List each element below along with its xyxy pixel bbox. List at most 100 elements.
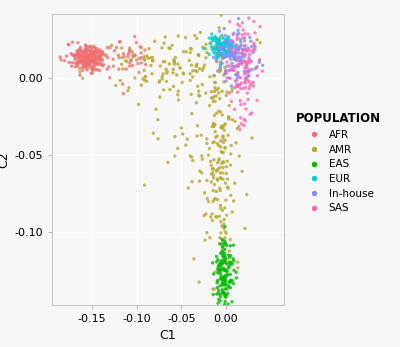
Point: [206, 146, 212, 151]
Point: [76, 52, 82, 58]
Point: [225, 50, 231, 56]
Point: [171, 61, 177, 67]
Point: [222, 44, 229, 49]
Point: [210, 99, 216, 104]
Point: [142, 57, 148, 63]
Point: [104, 66, 110, 72]
Point: [220, 265, 227, 271]
Point: [104, 45, 110, 50]
Point: [218, 241, 224, 247]
Point: [220, 274, 227, 280]
Point: [141, 68, 148, 73]
Point: [100, 63, 106, 68]
Point: [75, 40, 81, 45]
Point: [86, 60, 93, 65]
Point: [230, 53, 236, 59]
Point: [213, 93, 220, 99]
Point: [196, 88, 202, 94]
Point: [237, 59, 243, 65]
Point: [220, 241, 226, 247]
Point: [220, 55, 226, 61]
Point: [226, 103, 232, 108]
Point: [213, 214, 220, 220]
Point: [155, 136, 161, 142]
Point: [220, 46, 227, 52]
Point: [77, 44, 84, 50]
Point: [90, 57, 96, 62]
Point: [76, 60, 82, 66]
Point: [220, 280, 226, 286]
Point: [256, 57, 263, 62]
Point: [224, 212, 230, 218]
Point: [211, 113, 218, 118]
Point: [88, 53, 95, 58]
Point: [250, 19, 257, 24]
Point: [217, 49, 223, 54]
Point: [216, 38, 223, 44]
Point: [187, 50, 194, 55]
Point: [217, 188, 224, 193]
Point: [218, 68, 224, 73]
Point: [224, 261, 230, 267]
Point: [77, 54, 83, 60]
Point: [219, 277, 225, 282]
Point: [242, 38, 248, 44]
Point: [141, 183, 148, 188]
Point: [97, 57, 103, 63]
Point: [91, 51, 97, 56]
Point: [237, 44, 243, 49]
Point: [228, 260, 234, 265]
Point: [84, 62, 90, 67]
Point: [241, 54, 248, 59]
Point: [233, 46, 239, 51]
Point: [129, 50, 136, 55]
Point: [223, 278, 229, 283]
Point: [216, 37, 222, 43]
Point: [106, 64, 112, 70]
Point: [211, 94, 217, 100]
Point: [217, 235, 223, 240]
Point: [88, 56, 94, 61]
Point: [209, 35, 215, 41]
Point: [210, 292, 216, 297]
Point: [218, 12, 224, 18]
Point: [222, 205, 228, 211]
Point: [227, 39, 233, 45]
Point: [226, 115, 232, 120]
Point: [224, 59, 230, 65]
Point: [125, 51, 131, 57]
X-axis label: C1: C1: [160, 329, 176, 341]
Point: [225, 301, 231, 307]
Point: [98, 56, 105, 62]
Point: [199, 68, 206, 73]
Point: [222, 279, 228, 285]
Point: [242, 79, 248, 85]
Point: [217, 175, 224, 180]
Point: [221, 40, 228, 45]
Point: [226, 279, 233, 285]
Point: [95, 61, 101, 66]
Point: [234, 22, 241, 27]
Point: [123, 66, 129, 72]
Point: [192, 33, 198, 38]
Point: [218, 46, 224, 52]
Point: [213, 214, 219, 220]
Point: [220, 289, 227, 295]
Point: [84, 67, 90, 73]
Point: [241, 6, 247, 11]
Point: [225, 40, 232, 45]
Point: [214, 46, 220, 52]
Point: [82, 59, 88, 64]
Point: [235, 16, 242, 21]
Point: [250, 83, 256, 89]
Point: [202, 190, 208, 196]
Point: [218, 205, 224, 211]
Point: [229, 46, 236, 51]
Point: [216, 143, 222, 148]
Point: [126, 85, 132, 91]
Point: [214, 160, 221, 166]
Point: [141, 57, 147, 62]
Point: [259, 68, 266, 74]
Point: [207, 235, 213, 240]
Point: [228, 151, 234, 157]
